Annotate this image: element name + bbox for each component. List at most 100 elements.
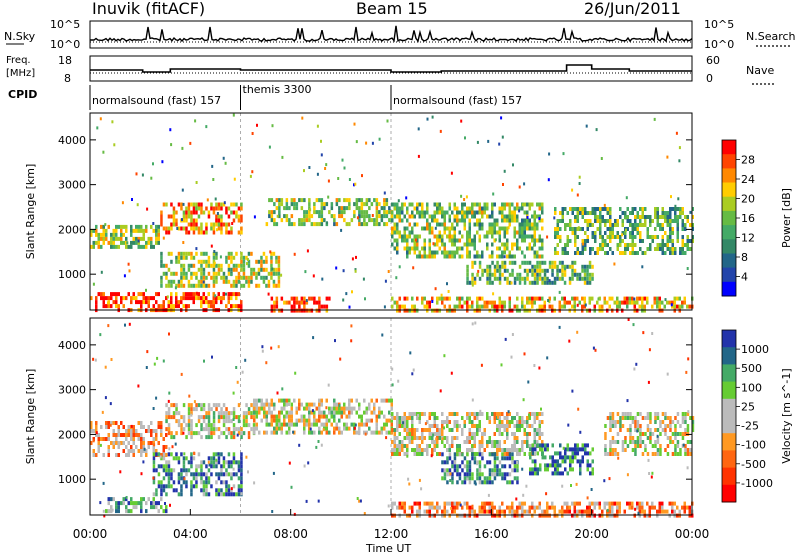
data-cell [130, 429, 133, 433]
data-cell [190, 423, 193, 428]
data-cell [155, 433, 158, 437]
data-cell [468, 206, 471, 211]
data-cell [247, 279, 251, 284]
data-cell [240, 427, 243, 432]
data-cell [426, 509, 429, 514]
data-cell [217, 456, 221, 461]
data-cell [421, 202, 424, 207]
data-cell [508, 250, 511, 255]
data-cell [187, 415, 191, 420]
data-cell [192, 230, 196, 235]
data-cell [207, 423, 211, 428]
data-cell [197, 226, 201, 231]
data-cell [360, 198, 364, 203]
data-cell [230, 296, 233, 301]
data-cell [538, 260, 542, 265]
data-cell [551, 268, 554, 273]
data-cell [584, 219, 587, 223]
data-cell [616, 432, 620, 436]
data-cell [691, 227, 694, 231]
data-cell [441, 428, 444, 432]
data-cell [691, 513, 694, 518]
data-cell [543, 300, 546, 305]
data-cell [298, 402, 301, 407]
data-cell [501, 448, 504, 452]
data-cell [118, 442, 121, 446]
data-cell [216, 212, 219, 215]
data-cell [681, 223, 684, 227]
noise-left-tick-bottom: 10^0 [50, 38, 80, 51]
data-cell [636, 429, 639, 433]
data-cell [446, 448, 449, 452]
data-cell [478, 264, 482, 269]
data-cell [471, 264, 474, 269]
data-cell [644, 207, 647, 211]
data-cell [195, 271, 198, 276]
data-cell [420, 487, 423, 491]
data-cell [320, 304, 324, 309]
data-cell [436, 234, 439, 239]
data-cell [661, 243, 664, 247]
data-cell [285, 206, 289, 211]
data-cell [120, 441, 123, 445]
data-cell [391, 242, 394, 247]
data-cell [359, 499, 362, 503]
data-cell [396, 448, 399, 452]
data-cell [466, 296, 469, 301]
data-cell [531, 268, 534, 273]
data-cell [146, 350, 149, 354]
data-cell [150, 441, 153, 445]
data-cell [240, 300, 243, 305]
data-cell [217, 292, 220, 297]
data-cell [250, 251, 253, 256]
data-cell [308, 210, 311, 215]
data-cell [295, 202, 299, 207]
data-cell [250, 411, 253, 416]
data-cell [398, 210, 401, 215]
data-cell [142, 460, 145, 464]
data-cell [586, 467, 589, 472]
data-cell [195, 468, 198, 473]
data-cell [511, 308, 514, 313]
data-cell [441, 476, 444, 481]
data-cell [488, 226, 491, 231]
data-cell [661, 509, 664, 514]
data-cell [210, 407, 213, 412]
data-cell [426, 117, 429, 121]
data-cell [624, 211, 627, 215]
data-cell [112, 421, 115, 425]
data-cell [541, 246, 544, 251]
data-cell [594, 219, 597, 223]
data-cell [471, 420, 474, 424]
data-cell [586, 463, 589, 468]
data-cell [180, 300, 183, 305]
data-cell [401, 501, 404, 506]
data-cell [676, 235, 679, 239]
data-cell [508, 218, 511, 223]
data-cell [608, 304, 611, 309]
data-cell [574, 231, 577, 235]
data-cell [646, 452, 650, 456]
data-cell [453, 468, 457, 473]
data-cell [227, 292, 230, 297]
data-cell [531, 264, 534, 269]
data-cell [621, 308, 624, 313]
data-cell [421, 246, 424, 251]
data-cell [100, 425, 103, 429]
data-cell [295, 406, 298, 411]
data-cell [237, 271, 241, 276]
data-cell [481, 206, 484, 211]
data-cell [448, 254, 451, 259]
data-cell [516, 448, 519, 452]
data-cell [481, 432, 484, 436]
data-cell [554, 207, 557, 211]
colorbar-title: Velocity [m s^-1] [780, 368, 793, 463]
data-cell [498, 412, 501, 416]
data-cell [451, 460, 454, 465]
data-cell [207, 271, 211, 276]
data-cell [641, 265, 644, 269]
data-cell [308, 308, 311, 313]
data-cell [676, 452, 680, 456]
data-cell [641, 452, 645, 456]
data-cell [538, 214, 541, 219]
